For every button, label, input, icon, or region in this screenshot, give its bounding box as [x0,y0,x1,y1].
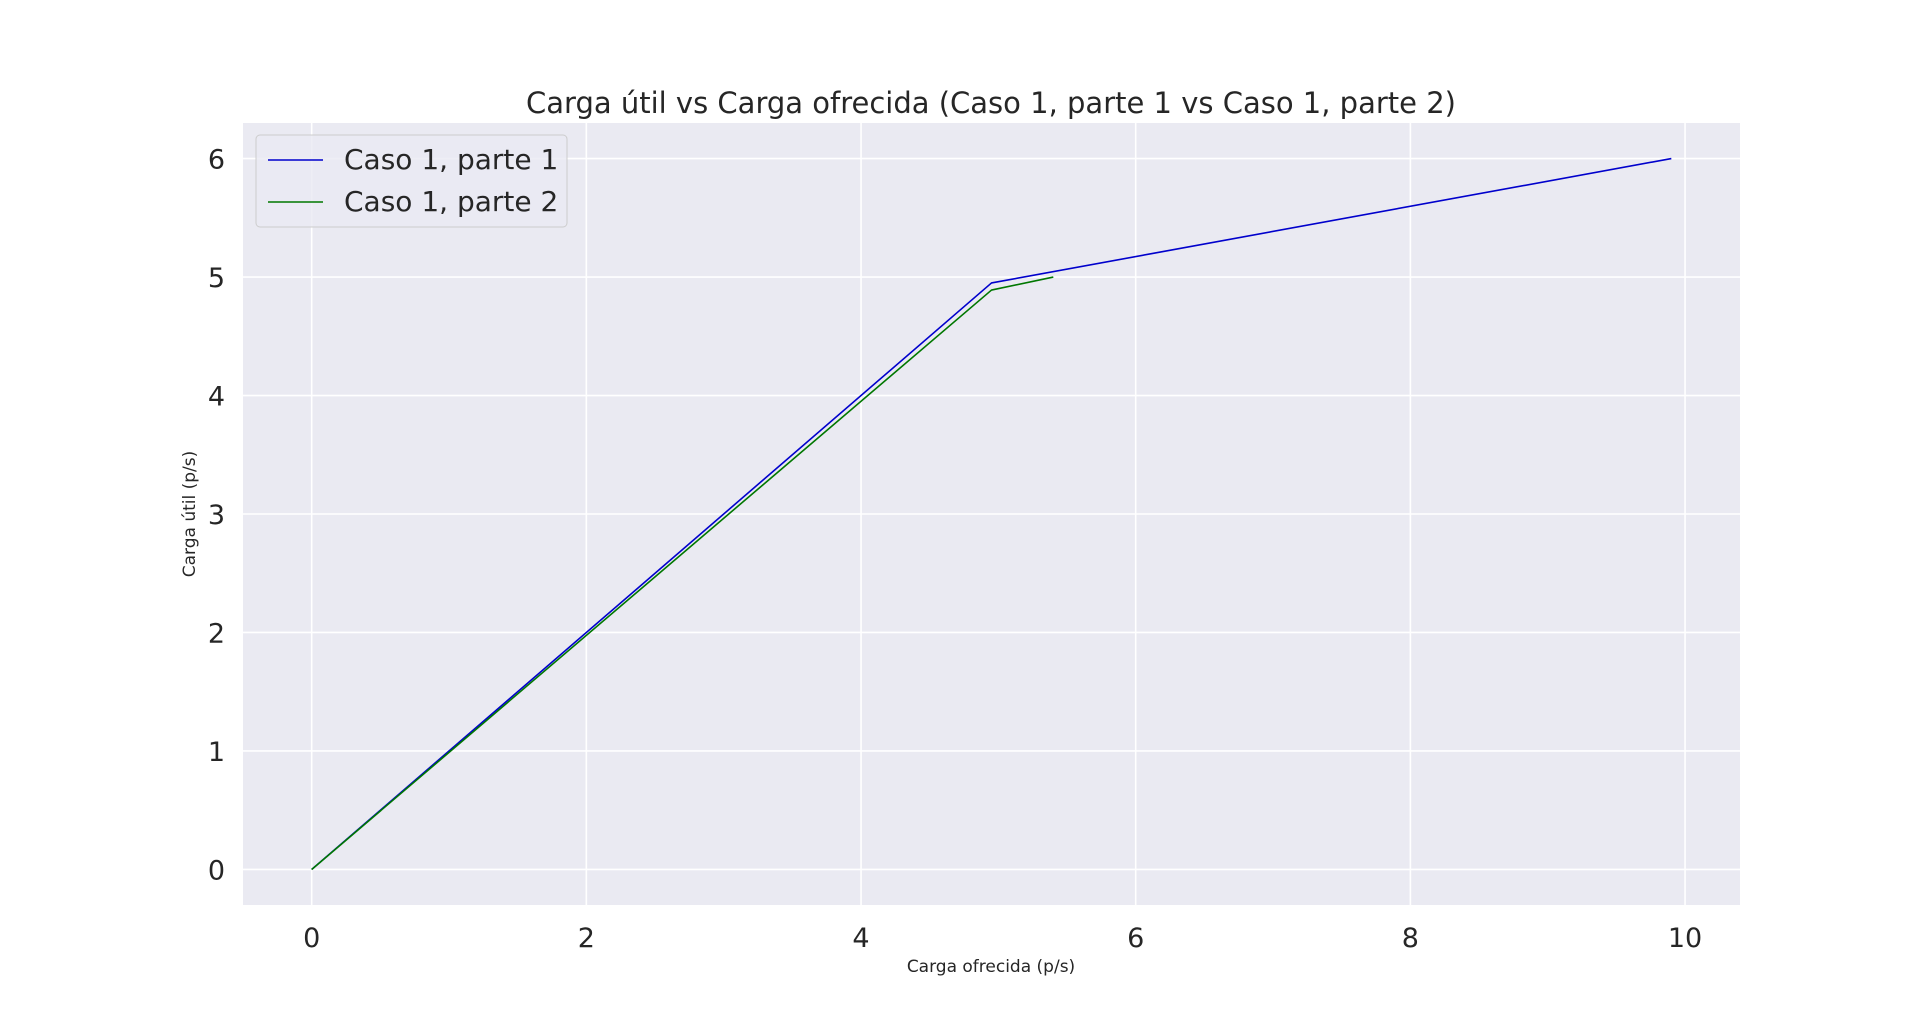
x-tick-label: 10 [1668,923,1702,954]
y-tick-label: 5 [208,263,225,294]
y-tick-label: 6 [208,145,225,176]
x-tick-label: 2 [578,923,595,954]
chart-title: Carga útil vs Carga ofrecida (Caso 1, pa… [526,86,1456,120]
y-tick-labels: 0 1 2 3 4 5 6 [208,145,225,887]
x-tick-label: 0 [303,923,320,954]
x-tick-label: 8 [1402,923,1419,954]
x-tick-labels: 0 2 4 6 8 10 [303,923,1702,954]
y-tick-label: 1 [208,737,225,768]
legend-label-series-1: Caso 1, parte 1 [344,143,558,176]
y-tick-label: 4 [208,382,225,413]
series-line-1 [311,157,1672,871]
x-tick-label: 6 [1127,923,1144,954]
x-tick-label: 4 [852,923,869,954]
legend-box [255,134,568,228]
x-axis-label: Carga ofrecida (p/s) [907,957,1075,977]
y-tick-label: 0 [208,855,225,886]
legend-label-series-2: Caso 1, parte 2 [344,185,558,218]
y-axis-label: Carga útil (p/s) [180,451,200,578]
grid [243,123,1740,905]
y-tick-label: 2 [208,618,225,649]
series-lines [311,157,1672,871]
series-line-2 [311,276,1054,871]
legend: Caso 1, parte 1 Caso 1, parte 2 [255,134,568,228]
y-tick-label: 3 [208,500,225,531]
